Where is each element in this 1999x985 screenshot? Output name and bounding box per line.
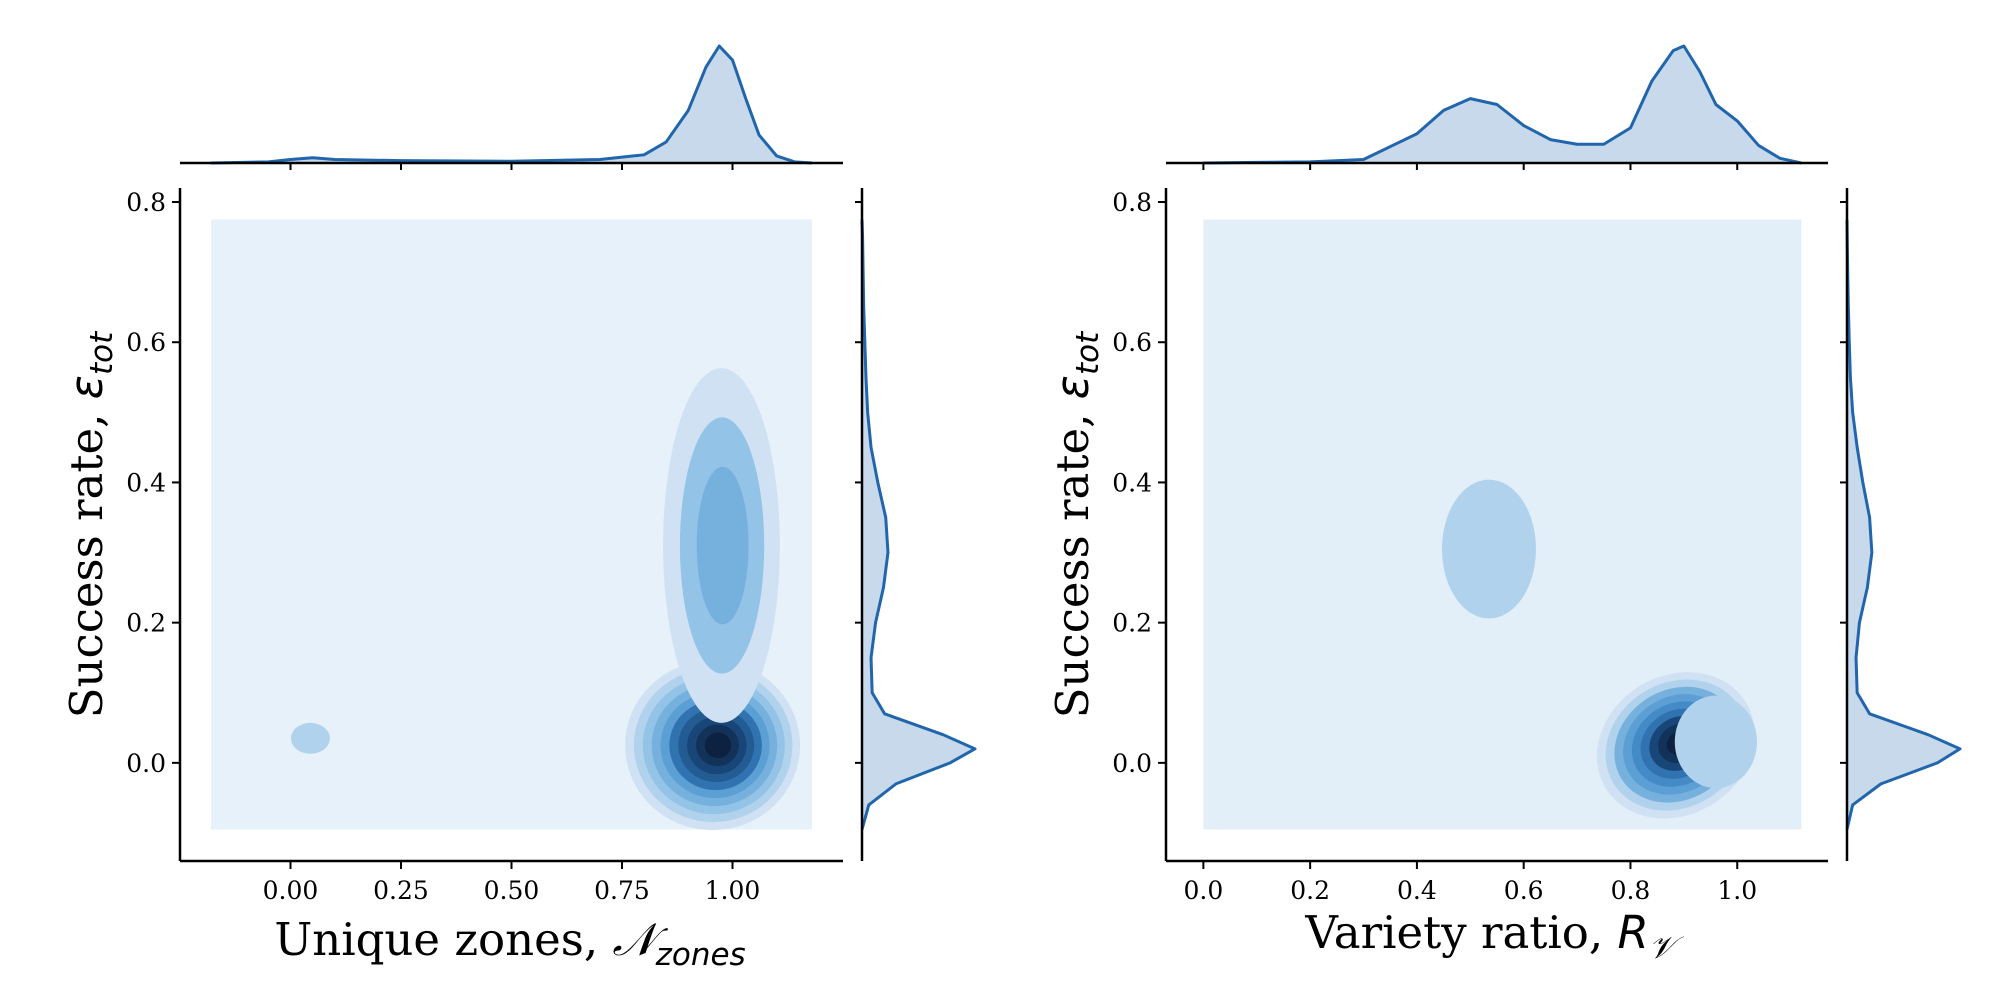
y-tick-label: 0.6 bbox=[126, 328, 166, 357]
top-marginal-fill bbox=[1203, 46, 1802, 163]
x-tick-label: 0.4 bbox=[1397, 876, 1437, 905]
side-marginal-fill bbox=[1847, 219, 1960, 830]
side-marginal-fill bbox=[862, 219, 975, 830]
top-marginal-curve bbox=[1203, 44, 1802, 165]
y-tick-label: 0.4 bbox=[126, 468, 166, 497]
x-tick-label: 0.0 bbox=[1183, 876, 1223, 905]
y-axis-label-symbol: ε bbox=[60, 375, 113, 399]
contour-level-1 bbox=[290, 722, 330, 754]
contour-level-1 bbox=[1442, 479, 1536, 619]
x-tick-label: 0.50 bbox=[484, 876, 540, 905]
chart-panel-1: 0.00 0.25 0.50 0.75 1.00 0.0 0.2 0.4 0.6 0.8 Uniqu… bbox=[60, 44, 977, 973]
kde-cluster-3 bbox=[1442, 479, 1536, 619]
x-tick-label: 1.0 bbox=[1717, 876, 1757, 905]
x-axis-label-text: Variety ratio, bbox=[1304, 906, 1617, 959]
contour-level-10 bbox=[704, 732, 732, 759]
top-marginal-fill bbox=[210, 46, 813, 163]
kde-cluster-2 bbox=[663, 368, 780, 723]
kde-cluster-1 bbox=[625, 660, 801, 831]
y-tick-label: 0.0 bbox=[1112, 749, 1152, 778]
x-tick-label: 0.75 bbox=[594, 876, 650, 905]
y-axis-label-subscript: tot bbox=[1070, 330, 1106, 375]
side-marginal-curve bbox=[1845, 219, 1962, 830]
contour-level-1 bbox=[1674, 695, 1757, 789]
y-axis-label-subscript: tot bbox=[84, 330, 120, 375]
y-axis-label: Success rate, εtot bbox=[1046, 330, 1106, 718]
y-axis-label-text: Success rate, bbox=[1046, 399, 1099, 718]
x-tick-label: 0.25 bbox=[373, 876, 429, 905]
y-tick-label: 0.0 bbox=[126, 749, 166, 778]
top-marginal-curve bbox=[210, 44, 813, 165]
y-tick-label: 0.8 bbox=[1112, 188, 1152, 217]
y-axis-label-symbol: ε bbox=[1046, 375, 1099, 399]
y-tick-label: 0.4 bbox=[1112, 468, 1152, 497]
x-tick-label: 0.8 bbox=[1611, 876, 1651, 905]
x-axis-label: Variety ratio, R𝒱 bbox=[1304, 906, 1684, 966]
x-axis-label: Unique zones, 𝒩zones bbox=[274, 913, 745, 973]
kde-cluster-3 bbox=[290, 722, 330, 754]
y-tick-label: 0.2 bbox=[1112, 609, 1152, 638]
x-tick-label: 0.6 bbox=[1504, 876, 1544, 905]
x-axis-label-subscript: 𝒱 bbox=[1649, 930, 1685, 966]
y-tick-label: 0.2 bbox=[126, 609, 166, 638]
contour-level-3 bbox=[696, 466, 749, 625]
side-marginal-curve bbox=[860, 219, 977, 830]
x-axis-label-subscript: zones bbox=[655, 937, 746, 973]
y-tick-label: 0.8 bbox=[126, 188, 166, 217]
x-axis-label-text: Unique zones, bbox=[274, 913, 612, 966]
x-axis-label-symbol: R bbox=[1617, 906, 1648, 959]
x-tick-label: 0.2 bbox=[1290, 876, 1330, 905]
x-tick-label: 0.00 bbox=[263, 876, 319, 905]
y-tick-label: 0.6 bbox=[1112, 328, 1152, 357]
y-axis-label-text: Success rate, bbox=[60, 399, 113, 718]
x-tick-label: 1.00 bbox=[705, 876, 761, 905]
chart-panel-2: 0.0 0.2 0.4 0.6 0.8 1.00.00.20.40.60.8Variety… bbox=[1046, 44, 1962, 966]
y-axis-label: Success rate, εtot bbox=[60, 330, 120, 718]
kde-cluster-2 bbox=[1674, 695, 1757, 789]
